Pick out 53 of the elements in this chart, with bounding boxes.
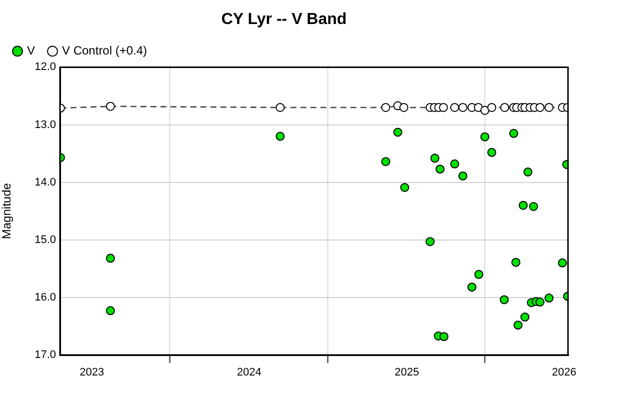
point bbox=[106, 102, 115, 111]
point bbox=[276, 132, 285, 141]
point bbox=[106, 306, 115, 316]
point bbox=[381, 102, 390, 112]
point bbox=[509, 128, 518, 138]
point bbox=[450, 102, 460, 112]
point bbox=[474, 270, 484, 279]
x-tick-label: 2026 bbox=[552, 366, 576, 379]
point bbox=[487, 148, 496, 157]
point bbox=[511, 258, 520, 267]
point bbox=[535, 298, 544, 307]
y-tick-label: 14.0 bbox=[34, 176, 56, 188]
y-tick-label: 12.0 bbox=[34, 61, 56, 74]
point bbox=[544, 102, 554, 112]
chart-title: CY Lyr -- V Band bbox=[221, 11, 347, 28]
y-tick-label: 15.0 bbox=[34, 234, 56, 246]
point bbox=[529, 202, 538, 211]
legend-label: V Control (+0.4) bbox=[62, 44, 148, 58]
point bbox=[514, 320, 523, 330]
y-tick-label: 17.0 bbox=[34, 349, 56, 362]
x-tick-label: 2024 bbox=[236, 366, 262, 379]
x-tick-label: 2025 bbox=[394, 366, 420, 379]
point bbox=[458, 171, 468, 180]
point bbox=[500, 295, 509, 304]
point bbox=[520, 312, 530, 322]
legend-label: V bbox=[27, 44, 36, 58]
y-tick-label: 13.0 bbox=[34, 118, 56, 131]
point bbox=[544, 294, 554, 303]
point bbox=[480, 132, 490, 142]
point bbox=[436, 164, 445, 174]
point bbox=[381, 157, 390, 166]
point bbox=[523, 167, 532, 176]
point bbox=[426, 237, 435, 246]
point bbox=[438, 102, 448, 112]
point bbox=[480, 106, 490, 115]
point bbox=[393, 128, 402, 137]
x-tick-label: 2023 bbox=[80, 366, 104, 379]
point bbox=[450, 159, 460, 168]
point bbox=[558, 258, 567, 268]
point bbox=[467, 282, 476, 292]
point bbox=[439, 332, 448, 342]
point bbox=[458, 102, 468, 112]
point bbox=[430, 154, 440, 163]
point bbox=[500, 102, 510, 112]
point bbox=[106, 254, 115, 263]
y-axis-title: Magnitude bbox=[0, 182, 14, 240]
point bbox=[487, 102, 496, 112]
point bbox=[276, 102, 285, 112]
y-tick-label: 16.0 bbox=[34, 291, 56, 304]
point bbox=[400, 183, 410, 192]
point bbox=[399, 102, 408, 112]
point bbox=[518, 200, 528, 210]
point bbox=[535, 102, 544, 112]
